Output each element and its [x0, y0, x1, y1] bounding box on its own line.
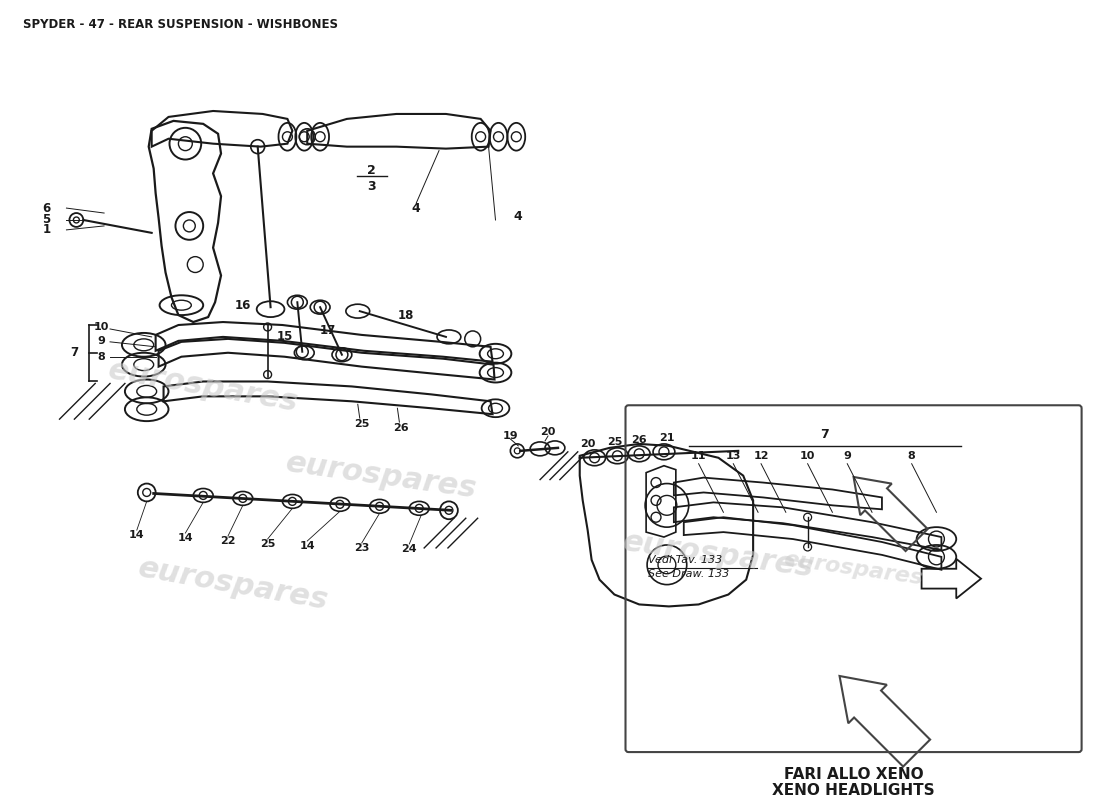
- Text: 23: 23: [354, 543, 370, 553]
- Text: 25: 25: [260, 539, 275, 549]
- Text: 3: 3: [367, 180, 376, 193]
- Text: 15: 15: [276, 330, 293, 343]
- Text: eurospares: eurospares: [284, 448, 478, 503]
- Text: 14: 14: [129, 530, 144, 540]
- Text: eurospares: eurospares: [135, 554, 330, 616]
- Text: XENO HEADLIGHTS: XENO HEADLIGHTS: [772, 782, 935, 798]
- Text: 8: 8: [97, 352, 104, 362]
- Text: 19: 19: [503, 431, 518, 441]
- Text: 2: 2: [367, 164, 376, 177]
- Text: 5: 5: [43, 214, 51, 226]
- Text: 12: 12: [754, 451, 769, 461]
- Text: See Draw. 133: See Draw. 133: [648, 569, 729, 578]
- Text: 25: 25: [354, 419, 370, 429]
- Text: 21: 21: [659, 433, 674, 443]
- Text: 4: 4: [514, 210, 522, 222]
- Text: 20: 20: [540, 427, 556, 437]
- Text: 26: 26: [631, 435, 647, 445]
- Text: eurospares: eurospares: [782, 549, 925, 589]
- Text: 24: 24: [402, 544, 417, 554]
- Text: 1: 1: [43, 223, 51, 236]
- Text: 18: 18: [398, 309, 415, 322]
- Text: 10: 10: [94, 322, 109, 332]
- Text: Vedi Tav. 133: Vedi Tav. 133: [648, 555, 723, 565]
- Text: 4: 4: [411, 202, 420, 214]
- Text: 9: 9: [844, 451, 851, 461]
- Text: 25: 25: [607, 437, 623, 447]
- Text: 14: 14: [299, 541, 315, 551]
- Text: 8: 8: [908, 451, 915, 461]
- Text: 16: 16: [234, 298, 251, 312]
- Text: eurospares: eurospares: [106, 355, 300, 418]
- Text: 11: 11: [691, 451, 706, 461]
- Text: 10: 10: [800, 451, 815, 461]
- Text: 13: 13: [726, 451, 741, 461]
- Text: 26: 26: [394, 423, 409, 433]
- Text: 6: 6: [43, 202, 51, 214]
- Text: 7: 7: [70, 346, 78, 359]
- Text: 7: 7: [821, 427, 829, 441]
- Text: 22: 22: [220, 536, 235, 546]
- Text: 14: 14: [177, 533, 194, 543]
- Text: SPYDER - 47 - REAR SUSPENSION - WISHBONES: SPYDER - 47 - REAR SUSPENSION - WISHBONE…: [23, 18, 338, 31]
- Text: FARI ALLO XENO: FARI ALLO XENO: [783, 767, 923, 782]
- Text: 9: 9: [97, 336, 106, 346]
- Text: eurospares: eurospares: [621, 527, 816, 582]
- Text: 17: 17: [320, 325, 337, 338]
- Text: 20: 20: [580, 439, 595, 449]
